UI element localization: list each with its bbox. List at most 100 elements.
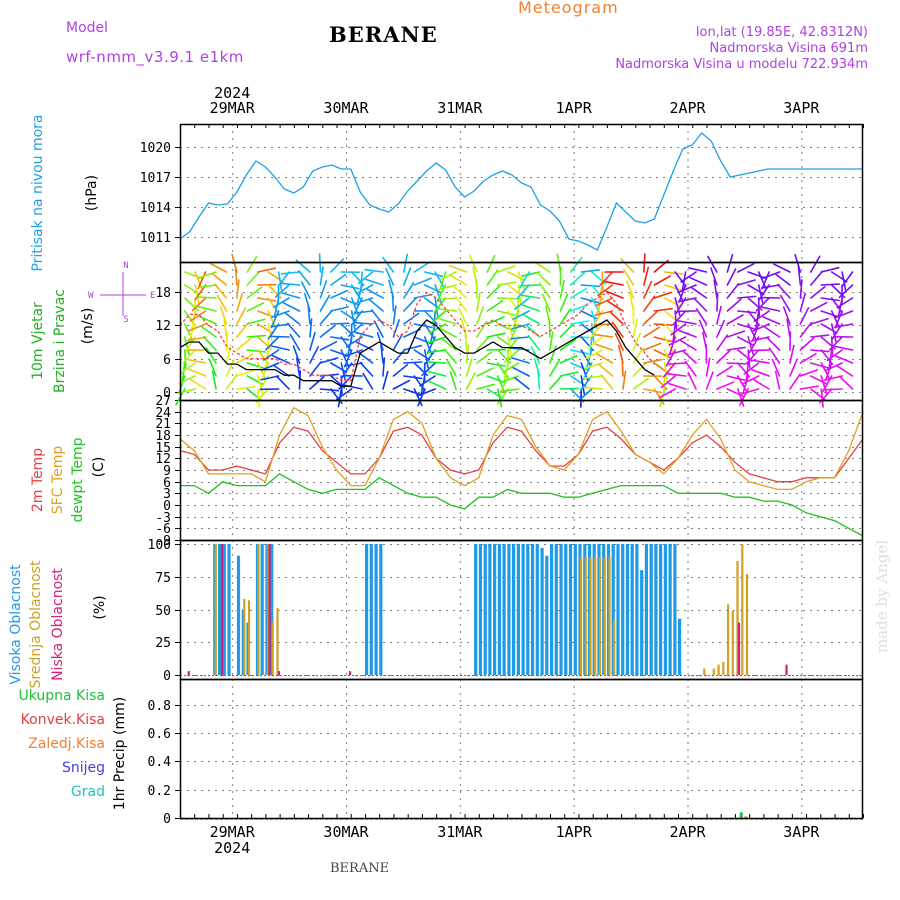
cloud_high-bar	[668, 543, 672, 675]
wind-arrow	[653, 307, 673, 312]
wind-arrow	[330, 306, 350, 312]
wind-arrow	[580, 284, 601, 288]
wind-arrow	[438, 317, 457, 325]
wind-arrow	[773, 263, 791, 273]
wind-arrow	[198, 315, 217, 325]
wind-arrow	[713, 279, 718, 299]
wind-arrow	[330, 336, 350, 341]
wind-arrow	[621, 357, 624, 377]
wind-arrow	[355, 284, 374, 295]
cloud_high-bar	[564, 543, 568, 675]
wind-arrow	[799, 337, 815, 351]
wind-arrow	[450, 274, 468, 286]
wind-arrow	[454, 295, 468, 312]
wind-y-tick-label: 18	[155, 286, 171, 301]
wind-arrow	[687, 371, 697, 390]
wind-arrow	[256, 362, 267, 380]
wind-arrow	[810, 334, 830, 338]
wind-arrow	[261, 362, 270, 381]
wind-arrow	[413, 323, 433, 329]
wind-arrow	[830, 310, 840, 329]
wind-arrow	[653, 291, 673, 299]
day-label-top: 31MAR	[437, 99, 483, 117]
wind-arrow	[799, 352, 817, 364]
wind-arrow	[726, 314, 744, 325]
wind-arrow	[403, 344, 423, 351]
temp_sfc-line	[179, 406, 864, 491]
cloud_high-bar	[217, 543, 222, 675]
wind-arrow	[434, 297, 439, 317]
wind-arrow	[820, 388, 824, 408]
wind-arrow	[449, 371, 457, 390]
wind-arrow	[486, 269, 499, 286]
wind-arrow	[300, 281, 311, 299]
cloud_mid-bar	[276, 608, 279, 676]
wind-arrow	[286, 322, 301, 338]
precip-legend-4: Grad	[71, 784, 105, 800]
wind-arrow	[599, 271, 614, 286]
wind-arrow	[205, 347, 217, 364]
wind-arrow	[559, 371, 579, 377]
wind-arrow	[837, 297, 843, 317]
wind-arrow	[340, 284, 360, 290]
wind-arrow	[670, 323, 687, 336]
cloud_high-bar	[531, 543, 535, 675]
wind-arrow	[345, 336, 363, 348]
wind-arrow	[384, 267, 395, 286]
wind-arrow	[549, 374, 563, 390]
wind-arrow	[439, 271, 447, 290]
pressure-frame	[179, 123, 864, 264]
wind-arrow	[189, 378, 207, 390]
wind-arrow	[421, 362, 436, 377]
wind-arrow	[236, 353, 254, 364]
wind-arrow	[779, 294, 791, 312]
wind-arrow	[364, 268, 384, 273]
wind-arrow	[179, 362, 196, 375]
precip-y-tick-label: 0.8	[148, 699, 171, 714]
precip-y-tick-label: 0.2	[148, 784, 171, 799]
wind-arrow	[710, 267, 718, 286]
wind-arrow	[527, 334, 541, 351]
wind-arrow	[716, 292, 719, 312]
wind-arrow	[465, 358, 473, 377]
wind-arrow	[246, 255, 258, 273]
wind-arrow	[523, 314, 541, 325]
wind-arrow	[810, 317, 829, 325]
wind-arrow	[678, 329, 697, 338]
wind-arrow	[559, 387, 580, 390]
wind-arrow	[496, 297, 517, 300]
day-label-bottom: 31MAR	[437, 823, 483, 841]
wind-arrow	[799, 279, 803, 299]
cloud_low-bar	[785, 664, 788, 676]
wind-arrow	[693, 297, 708, 312]
wind-arrow	[500, 388, 520, 393]
footer-station: BERANE	[330, 861, 390, 876]
wind-arrow	[663, 284, 683, 292]
wind-arrow	[486, 316, 505, 325]
cloud_mid-bar	[247, 600, 251, 675]
wind-arrow	[838, 375, 854, 390]
cloud-title: Visoka Oblacnost	[8, 564, 24, 685]
wind-arrow	[187, 323, 196, 342]
altitude-text: Nadmorska Visina 691m	[709, 41, 869, 56]
wind-arrow	[580, 310, 599, 320]
wind-arrow	[682, 349, 697, 364]
wind-arrow	[747, 271, 766, 279]
wind-arrow	[782, 306, 791, 325]
wind-arrow	[662, 362, 676, 378]
wind-arrow	[510, 336, 530, 340]
wind-arrow	[275, 375, 290, 390]
wind-arrow	[183, 349, 187, 369]
wind-arrow	[362, 372, 374, 390]
wind-arrow	[600, 374, 614, 390]
cloud_mid-bar	[727, 604, 730, 676]
wind-arrow	[433, 297, 447, 313]
wind-arrow	[476, 320, 488, 338]
cloud_mid-bar	[584, 557, 587, 675]
wind-arrow	[726, 268, 737, 286]
wind-arrow	[344, 349, 363, 358]
wind-arrow	[246, 270, 261, 286]
wind-arrow	[347, 336, 353, 356]
wind-arrow	[392, 379, 411, 390]
